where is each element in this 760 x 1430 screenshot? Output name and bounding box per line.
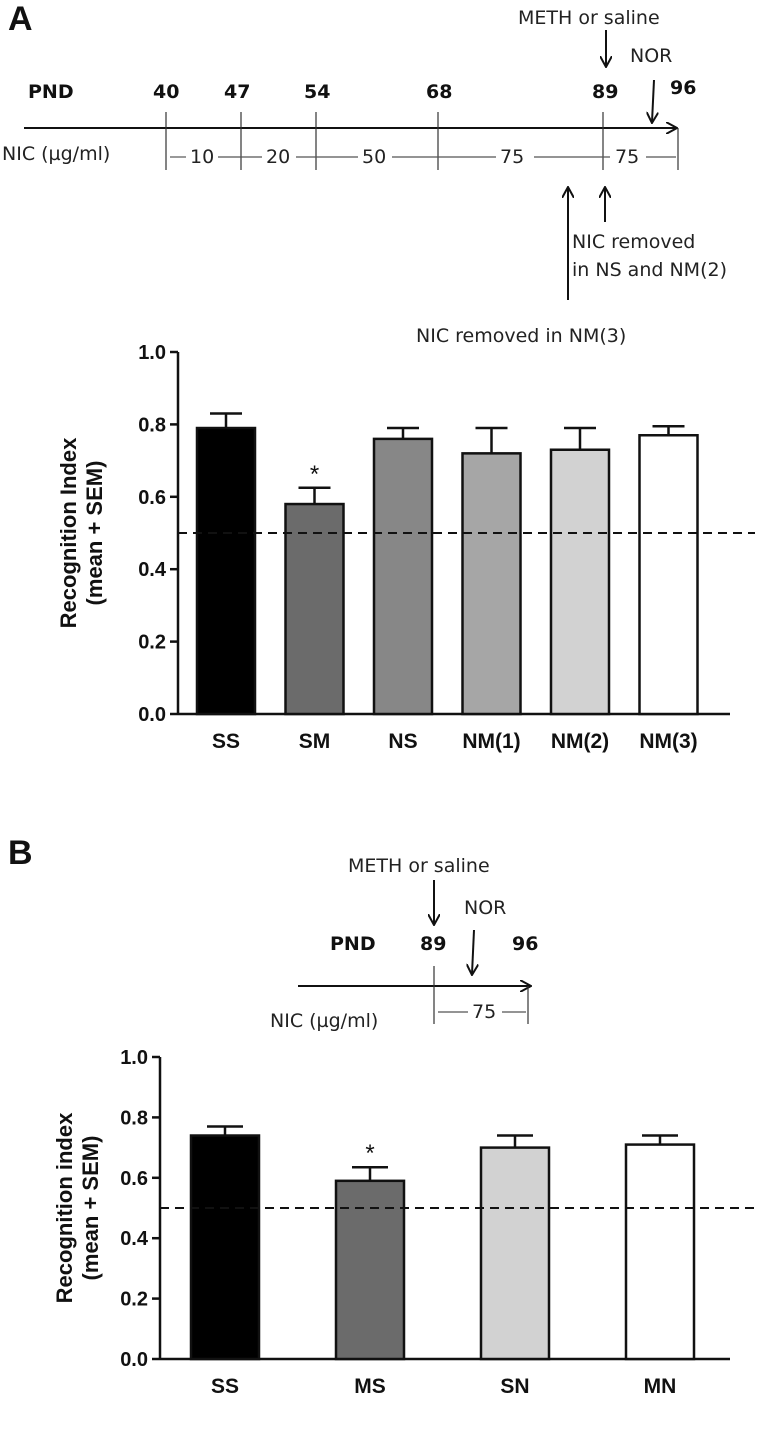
meth-label-a: METH or saline (518, 7, 660, 29)
removed-ns-line2: in NS and NM(2) (572, 259, 727, 281)
category-label: NM(2) (551, 730, 609, 753)
category-label: MN (644, 1375, 677, 1398)
bar-ss (195, 426, 257, 716)
dose-20: 20 (266, 146, 290, 168)
bar-nm2 (549, 448, 611, 716)
y-axis-title-line2: (mean + SEM) (78, 1136, 103, 1281)
y-tick-label: 0.2 (138, 632, 166, 654)
y-tick-label: 0.4 (120, 1228, 149, 1250)
y-tick-label: 1.0 (120, 1047, 148, 1069)
category-label: NM(3) (639, 730, 697, 753)
removed-ns-line1: NIC removed (572, 231, 695, 253)
day-47: 47 (224, 81, 250, 103)
y-tick-label: 0.8 (120, 1107, 148, 1129)
dose-50: 50 (362, 146, 386, 168)
y-axis-title-line1: Recognition Index (56, 437, 81, 628)
bar-sm (284, 502, 345, 716)
dose-75-a1: 75 (500, 146, 524, 168)
bar-ms (334, 1179, 406, 1361)
bar-ns (372, 437, 434, 716)
removed-nm3-label: NIC removed in NM(3) (416, 325, 626, 347)
dose-75-a2: 75 (615, 146, 639, 168)
y-tick-label: 0.0 (120, 1349, 148, 1371)
day-89: 89 (592, 81, 618, 103)
y-axis-title-line1: Recognition index (52, 1112, 77, 1303)
panel-letter-b: B (8, 834, 33, 872)
bar-sn (479, 1146, 551, 1361)
y-tick-label: 1.0 (138, 342, 166, 364)
y-tick-label: 0.2 (120, 1289, 148, 1311)
pnd-label-a: PND (28, 81, 74, 103)
y-tick-label: 0.8 (138, 414, 166, 436)
category-label: SS (211, 1375, 239, 1398)
category-label: NS (388, 730, 417, 753)
nor-label-b: NOR (464, 897, 506, 919)
dose-10: 10 (190, 146, 214, 168)
dose-75-b: 75 (472, 1001, 496, 1023)
significance-marker: * (310, 461, 319, 488)
category-label: SN (500, 1375, 529, 1398)
panel-letter-a: A (8, 0, 33, 38)
significance-marker: * (365, 1140, 374, 1167)
nor-arrow-b (472, 929, 474, 974)
bar-nm3 (638, 434, 699, 716)
nic-label-a: NIC (µg/ml) (2, 143, 110, 165)
day-89-b: 89 (420, 933, 446, 955)
meth-label-b: METH or saline (348, 855, 490, 877)
category-label: SM (299, 730, 331, 753)
bar-chart-a: 0.0 0.2 0.4 0.6 0.8 1.0 Recognition Index (mean… (56, 342, 755, 753)
day-96: 96 (670, 77, 696, 99)
category-label: NM(1) (462, 730, 520, 753)
timeline-a: METH or saline NOR PND 40 47 54 68 89 96… (2, 7, 727, 347)
nor-arrow-a (652, 79, 654, 122)
y-tick-label: 0.6 (120, 1168, 148, 1190)
y-axis-title-line2: (mean + SEM) (82, 461, 107, 606)
y-tick-label: 0.0 (138, 704, 166, 726)
bar-nm1 (461, 452, 522, 716)
day-96-b: 96 (512, 933, 538, 955)
nor-label-a: NOR (630, 45, 672, 67)
category-label: MS (354, 1375, 386, 1398)
bar-ss (189, 1134, 261, 1361)
y-tick-label: 0.6 (138, 487, 166, 509)
day-54: 54 (304, 81, 330, 103)
bar-mn (624, 1143, 696, 1361)
nic-label-b: NIC (µg/ml) (270, 1010, 378, 1032)
category-label: SS (212, 730, 240, 753)
timeline-b: METH or saline NOR PND 89 96 NIC (µg/ml)… (270, 855, 538, 1032)
bar-chart-b: 0.0 0.2 0.4 0.6 0.8 1.0 Recognition index (mean… (52, 1047, 755, 1398)
day-68: 68 (426, 81, 452, 103)
day-40: 40 (153, 81, 179, 103)
pnd-label-b: PND (330, 933, 376, 955)
y-tick-label: 0.4 (138, 559, 167, 581)
